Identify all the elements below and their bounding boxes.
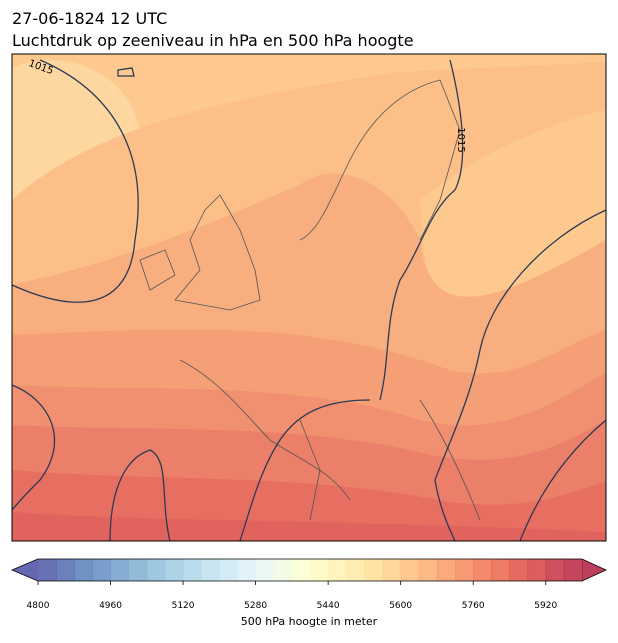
colorbar: 4800 4960 5120 5280 5440 5600 5760 5920	[10, 558, 607, 611]
colorbar-swatch	[255, 559, 275, 581]
colorbar-swatch	[92, 559, 112, 581]
colorbar-swatch	[237, 559, 257, 581]
title: 27-06-1824 12 UTC	[12, 9, 167, 28]
colorbar-swatch	[509, 559, 529, 581]
subtitle: Luchtdruk op zeeniveau in hPa en 500 hPa…	[12, 31, 414, 50]
colorbar-tick-label: 5120	[172, 601, 195, 611]
colorbar-outline	[10, 558, 607, 582]
colorbar-swatch	[128, 559, 148, 581]
colorbar-swatch	[400, 559, 420, 581]
colorbar-swatch	[473, 559, 492, 581]
colorbar-swatch	[74, 559, 93, 581]
map-frame	[11, 53, 607, 542]
colorbar-swatch	[201, 559, 220, 581]
colorbar-swatch	[110, 559, 130, 581]
colorbar-swatch	[310, 559, 329, 581]
colorbar-tick-label: 5920	[534, 601, 557, 611]
colorbar-tick-label: 5760	[462, 601, 485, 611]
colorbar-extend-low	[12, 559, 38, 581]
colorbar-swatch	[273, 559, 293, 581]
colorbar-swatch	[346, 559, 365, 581]
colorbar-swatch	[418, 559, 438, 581]
colorbar-swatch	[545, 559, 565, 581]
colorbar-swatch	[563, 559, 583, 581]
colorbar-label: 500 hPa hoogte in meter	[241, 615, 378, 628]
colorbar-swatch	[164, 559, 184, 581]
colorbar-swatch	[56, 559, 75, 581]
colorbar-tick-label: 4960	[99, 601, 122, 611]
colorbar-swatch	[38, 559, 57, 581]
colorbar-swatch	[328, 559, 347, 581]
colorbar-swatch	[183, 559, 202, 581]
colorbar-tick-label: 5600	[389, 601, 412, 611]
colorbar-swatch	[291, 559, 311, 581]
colorbar-tick-label: 4800	[27, 601, 50, 611]
colorbar-swatch	[491, 559, 510, 581]
map: 1015 1015	[12, 54, 606, 541]
colorbar-swatch	[455, 559, 474, 581]
colorbar-swatch	[527, 559, 547, 581]
colorbar-tick-label: 5280	[244, 601, 267, 611]
colorbar-swatch	[382, 559, 402, 581]
colorbar-swatch	[436, 559, 456, 581]
colorbar-extend-high	[582, 559, 606, 581]
colorbar-swatch	[146, 559, 166, 581]
colorbar-tick-label: 5440	[317, 601, 340, 611]
contour-label: 1015	[455, 127, 466, 152]
colorbar-swatch	[219, 559, 238, 581]
colorbar-swatch	[364, 559, 384, 581]
